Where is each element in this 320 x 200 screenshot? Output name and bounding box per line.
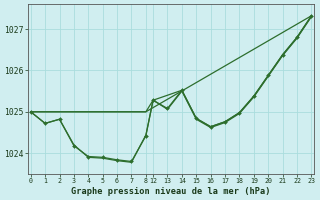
X-axis label: Graphe pression niveau de la mer (hPa): Graphe pression niveau de la mer (hPa) [71, 187, 271, 196]
